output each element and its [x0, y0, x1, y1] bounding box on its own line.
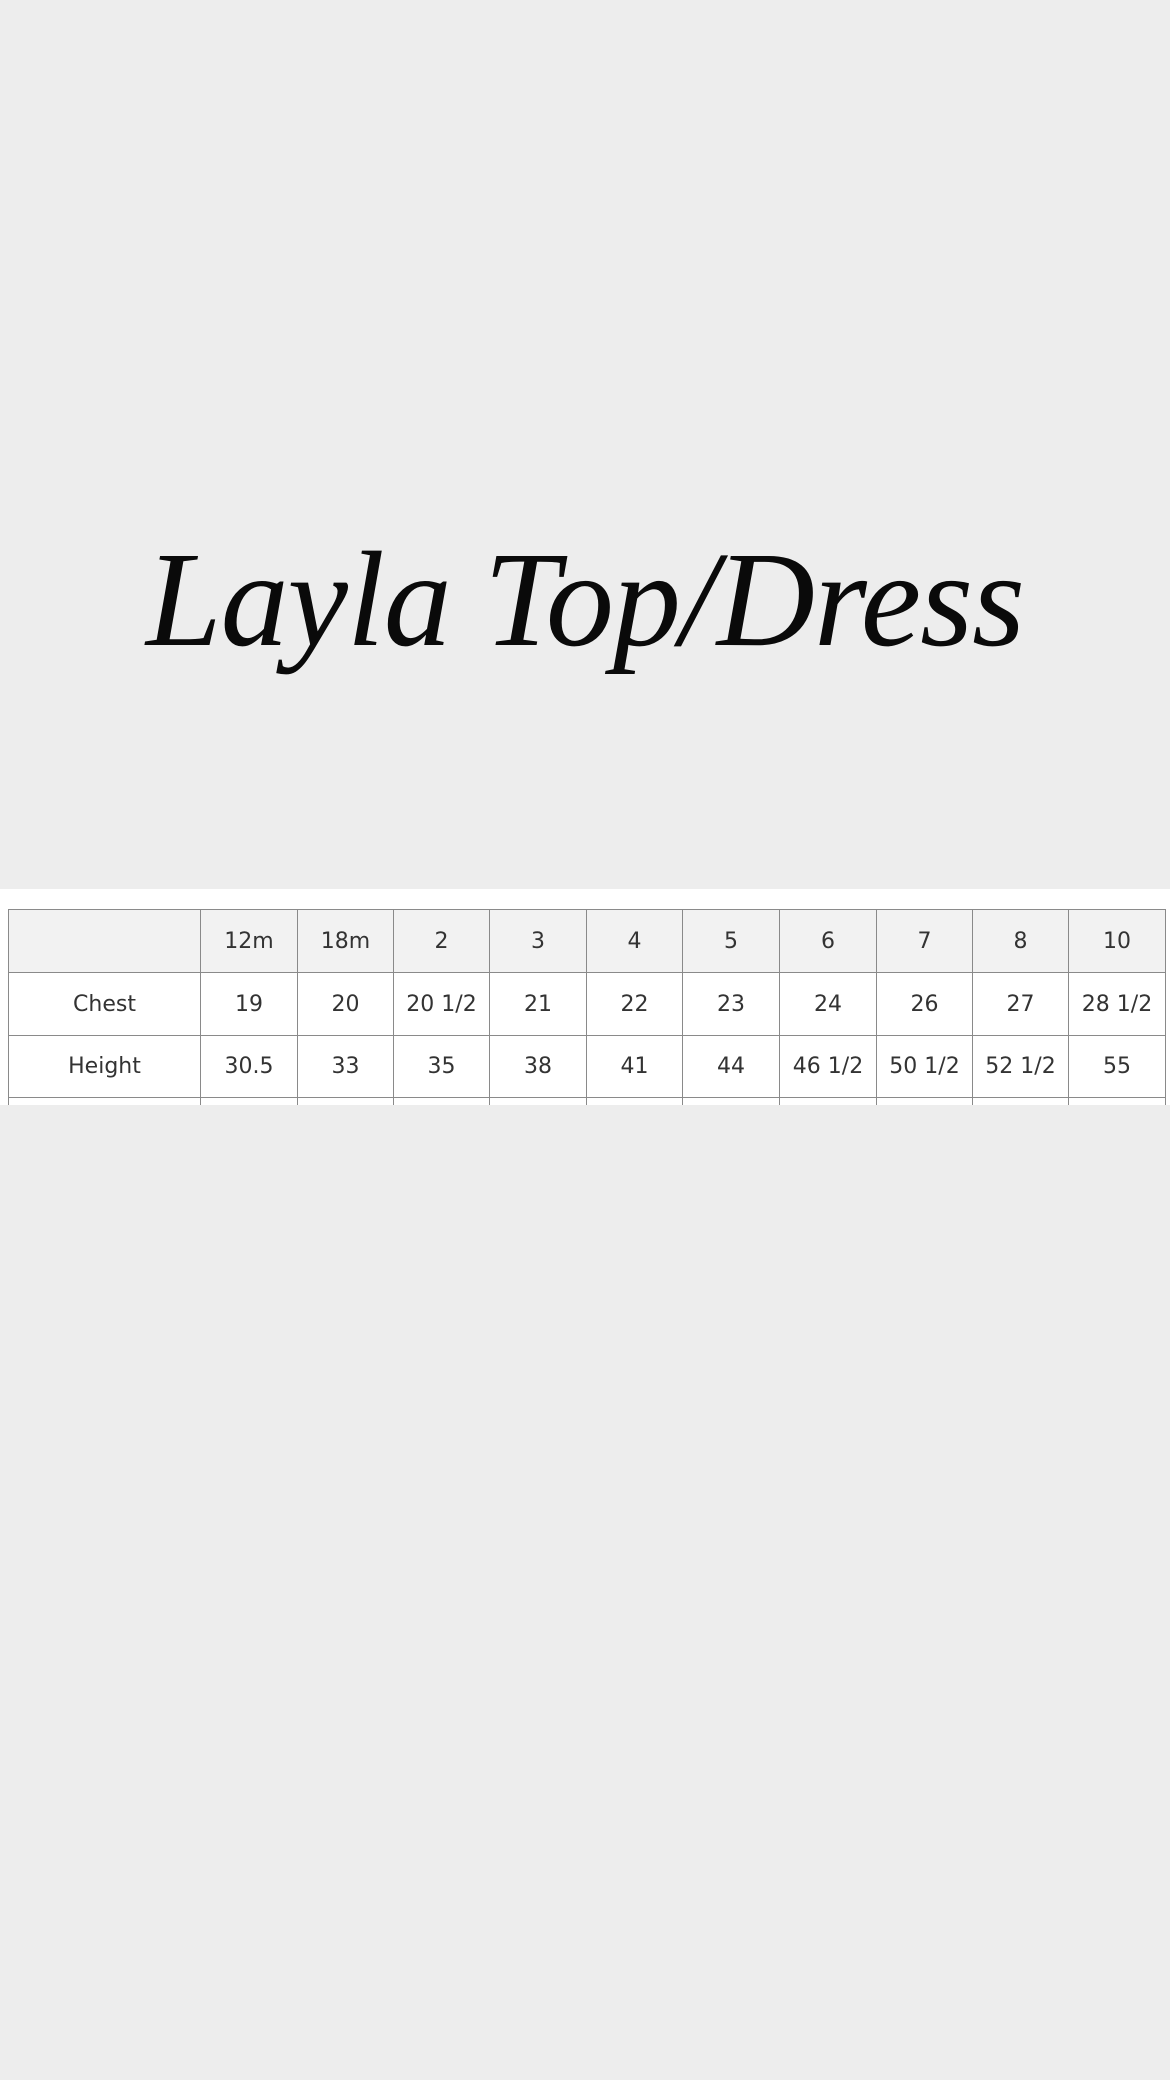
table-cell: 22: [586, 972, 683, 1036]
table-cell: 55: [1068, 1035, 1166, 1098]
column-header: 18m: [297, 909, 394, 973]
table-cell: 26: [876, 972, 973, 1036]
column-header: 8: [972, 909, 1069, 973]
cut-off-cell: [8, 1097, 201, 1105]
cut-off-cell: [1068, 1097, 1166, 1105]
header-corner: [8, 909, 201, 973]
cut-off-cell: [489, 1097, 587, 1105]
table-cell: 33: [297, 1035, 394, 1098]
table-cell: 35: [393, 1035, 490, 1098]
cut-off-cell: [297, 1097, 394, 1105]
table-cell: 52 1/2: [972, 1035, 1069, 1098]
cut-off-cell: [779, 1097, 877, 1105]
table-cell: 38: [489, 1035, 587, 1098]
table-cell: 21: [489, 972, 587, 1036]
table-cell: 50 1/2: [876, 1035, 973, 1098]
cut-off-cell: [586, 1097, 683, 1105]
table-cell: 20 1/2: [393, 972, 490, 1036]
cut-off-cell: [393, 1097, 490, 1105]
size-table: 12m 18m 2 3 4 5 6 7 8 10 Chest 19 20 20 1/2 21 22 23 24 26…: [0, 889, 1170, 1105]
column-header: 6: [779, 909, 877, 973]
column-header: 12m: [200, 909, 298, 973]
title: Layla Top/Dress: [145, 525, 1025, 675]
cut-off-cell: [200, 1097, 298, 1105]
table-cell: 20: [297, 972, 394, 1036]
cut-off-cell: [972, 1097, 1069, 1105]
cut-off-cell: [682, 1097, 780, 1105]
table-cell: 24: [779, 972, 877, 1036]
row-label: Chest: [8, 972, 201, 1036]
table-cell: 28 1/2: [1068, 972, 1166, 1036]
table-cell: 46 1/2: [779, 1035, 877, 1098]
table-cell: 30.5: [200, 1035, 298, 1098]
column-header: 7: [876, 909, 973, 973]
column-header: 4: [586, 909, 683, 973]
cut-off-cell: [876, 1097, 973, 1105]
table-cell: 44: [682, 1035, 780, 1098]
column-header: 2: [393, 909, 490, 973]
column-header: 10: [1068, 909, 1166, 973]
column-header: 3: [489, 909, 587, 973]
column-header: 5: [682, 909, 780, 973]
table-cell: 19: [200, 972, 298, 1036]
row-label: Height: [8, 1035, 201, 1098]
table-cell: 27: [972, 972, 1069, 1036]
table-cell: 41: [586, 1035, 683, 1098]
table-cell: 23: [682, 972, 780, 1036]
